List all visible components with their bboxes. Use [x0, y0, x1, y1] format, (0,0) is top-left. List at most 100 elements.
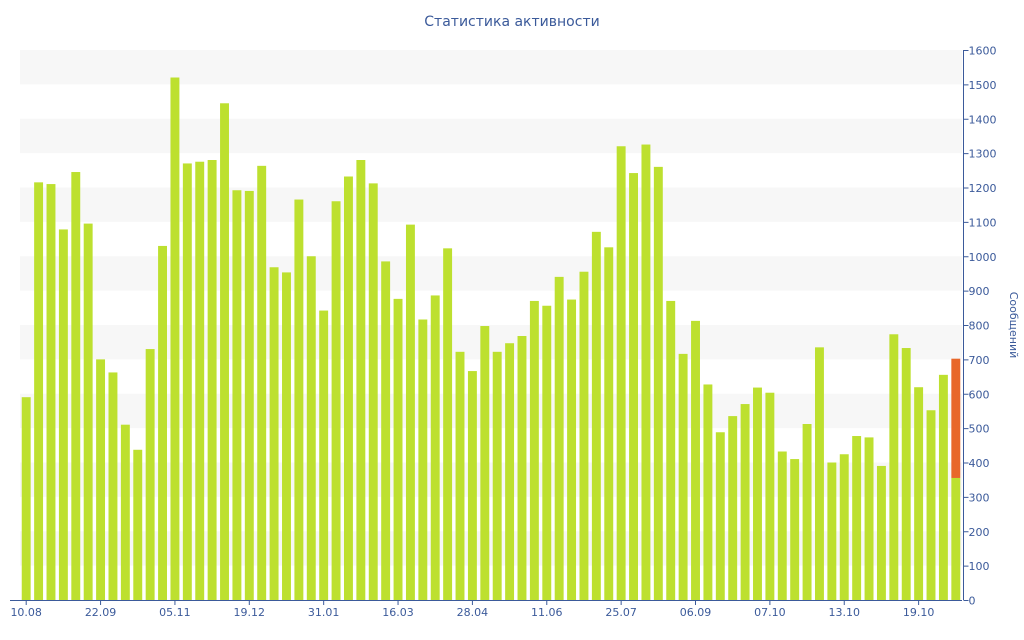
- bar[interactable]: [418, 319, 428, 601]
- bar[interactable]: [715, 432, 725, 600]
- bar[interactable]: [232, 190, 242, 600]
- bar[interactable]: [269, 267, 279, 600]
- bar-highlight[interactable]: [951, 358, 961, 478]
- bar[interactable]: [34, 182, 44, 600]
- bar[interactable]: [678, 353, 688, 600]
- bar[interactable]: [405, 224, 415, 600]
- bar[interactable]: [282, 272, 291, 600]
- bar[interactable]: [691, 320, 700, 600]
- bar[interactable]: [666, 300, 676, 600]
- bar[interactable]: [492, 351, 502, 600]
- bar[interactable]: [827, 462, 837, 601]
- bar[interactable]: [629, 173, 639, 600]
- bar[interactable]: [790, 459, 800, 600]
- bar[interactable]: [753, 387, 762, 600]
- bar[interactable]: [356, 160, 366, 600]
- bar[interactable]: [554, 276, 564, 600]
- y-tick-label: 800: [969, 320, 990, 333]
- bar[interactable]: [740, 404, 750, 600]
- y-tick-label: 1600: [969, 45, 997, 58]
- bar[interactable]: [133, 449, 143, 600]
- x-tick-label: 19.10: [903, 606, 935, 619]
- bar[interactable]: [579, 271, 589, 600]
- grid-band: [20, 118, 962, 154]
- y-tick-label: 300: [969, 491, 990, 504]
- bar[interactable]: [294, 199, 304, 600]
- bar[interactable]: [591, 231, 601, 600]
- bar[interactable]: [257, 165, 267, 600]
- y-tick-label: 1100: [969, 216, 997, 229]
- bar[interactable]: [393, 298, 403, 600]
- bar[interactable]: [220, 103, 229, 600]
- bar[interactable]: [814, 347, 824, 600]
- bar[interactable]: [158, 245, 168, 600]
- bar[interactable]: [505, 343, 515, 600]
- bar[interactable]: [802, 424, 812, 600]
- bar[interactable]: [641, 144, 651, 600]
- bar[interactable]: [207, 160, 217, 600]
- bar[interactable]: [120, 424, 130, 600]
- bar[interactable]: [467, 371, 477, 600]
- bar[interactable]: [58, 229, 68, 600]
- bar[interactable]: [616, 146, 626, 600]
- grid-band: [20, 50, 962, 85]
- bar[interactable]: [244, 190, 254, 600]
- bar[interactable]: [914, 387, 924, 600]
- bar[interactable]: [951, 477, 961, 600]
- bar[interactable]: [703, 384, 713, 600]
- x-tick-label: 13.10: [829, 606, 861, 619]
- bar[interactable]: [46, 184, 56, 600]
- y-tick-label: 400: [969, 457, 990, 470]
- chart-title: Статистика активности: [424, 14, 600, 30]
- bar[interactable]: [430, 295, 440, 600]
- x-tick-label: 28.04: [457, 606, 489, 619]
- bar[interactable]: [777, 451, 787, 601]
- bar[interactable]: [182, 163, 192, 600]
- bar[interactable]: [71, 172, 81, 600]
- bar[interactable]: [306, 256, 316, 600]
- bar[interactable]: [96, 359, 106, 600]
- bar[interactable]: [480, 326, 490, 600]
- bar[interactable]: [542, 305, 552, 600]
- bar[interactable]: [889, 334, 899, 600]
- bar[interactable]: [195, 161, 205, 600]
- grid-band: [20, 187, 962, 222]
- y-tick-label: 1400: [969, 113, 997, 126]
- bar[interactable]: [529, 300, 539, 600]
- bars: [21, 77, 961, 601]
- bar[interactable]: [765, 392, 775, 600]
- bar[interactable]: [567, 299, 577, 600]
- x-tick-label: 31.01: [308, 606, 340, 619]
- bar[interactable]: [443, 248, 453, 600]
- y-tick-label: 0: [969, 595, 976, 608]
- bar[interactable]: [83, 223, 93, 600]
- bar[interactable]: [108, 372, 118, 600]
- bar[interactable]: [145, 349, 155, 600]
- bar[interactable]: [517, 336, 527, 600]
- bar[interactable]: [343, 176, 353, 601]
- bar[interactable]: [604, 247, 614, 600]
- y-tick-label: 1500: [969, 79, 997, 92]
- y-tick-label: 1000: [969, 251, 997, 264]
- bar[interactable]: [852, 436, 862, 600]
- bar[interactable]: [455, 351, 465, 600]
- bar[interactable]: [938, 374, 948, 600]
- bar[interactable]: [728, 416, 738, 600]
- bar[interactable]: [21, 397, 31, 600]
- bar[interactable]: [368, 183, 378, 600]
- bar[interactable]: [653, 166, 663, 600]
- bar[interactable]: [901, 348, 911, 600]
- bar[interactable]: [876, 465, 886, 600]
- x-tick-label: 16.03: [382, 606, 414, 619]
- bar[interactable]: [864, 437, 874, 600]
- y-tick-label: 900: [969, 285, 990, 298]
- bar[interactable]: [319, 310, 329, 600]
- x-tick-label: 22.09: [85, 606, 117, 619]
- bar[interactable]: [839, 454, 849, 600]
- bar[interactable]: [331, 201, 341, 600]
- bar[interactable]: [926, 410, 936, 600]
- y-tick-label: 500: [969, 423, 990, 436]
- bar[interactable]: [381, 261, 391, 600]
- bar[interactable]: [170, 77, 180, 601]
